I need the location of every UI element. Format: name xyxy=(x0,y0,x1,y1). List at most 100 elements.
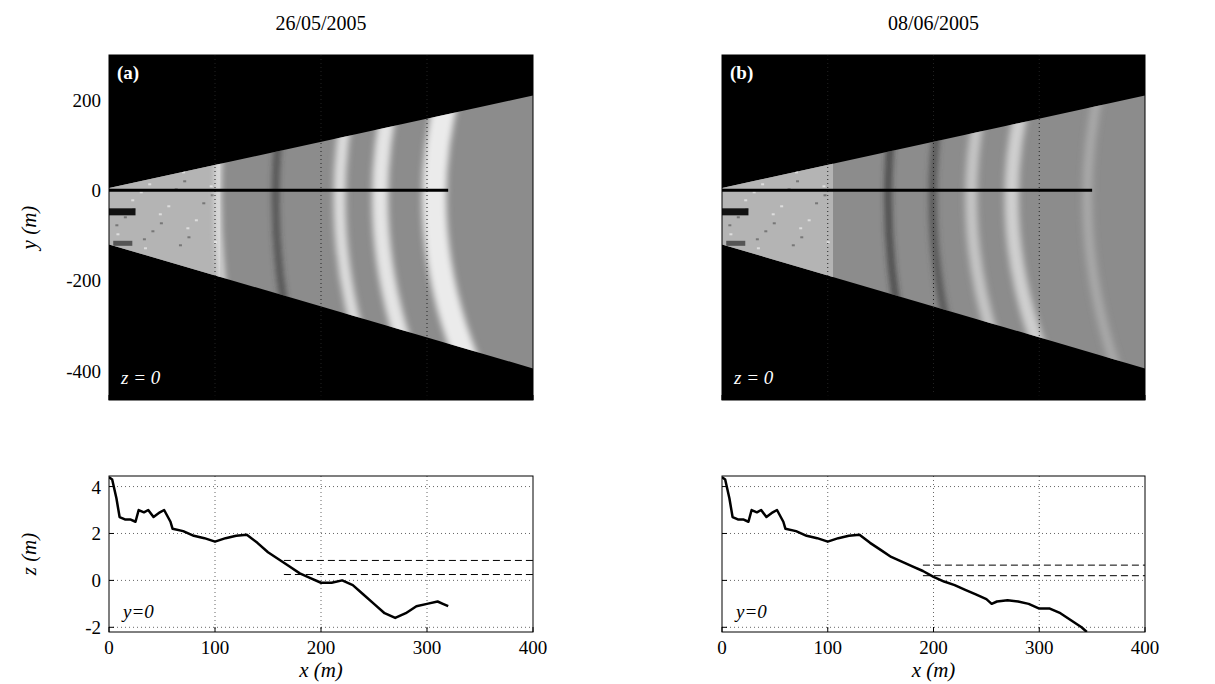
texture xyxy=(128,152,131,154)
y-tick xyxy=(722,100,727,101)
grid-line xyxy=(427,55,428,400)
texture xyxy=(756,238,759,240)
grid-line xyxy=(109,533,533,534)
texture xyxy=(116,233,119,235)
texture xyxy=(725,177,728,179)
x-tick xyxy=(722,395,723,400)
x-tick-label: 300 xyxy=(413,637,442,658)
x-tick-label: 200 xyxy=(307,637,336,658)
image-panel: -400-200020026/05/2005(a)z = 0y (m) xyxy=(17,12,533,400)
texture xyxy=(160,222,163,224)
texture xyxy=(795,171,798,173)
profile-line xyxy=(109,189,448,192)
texture xyxy=(147,174,150,176)
x-tick-label: 400 xyxy=(519,637,548,658)
texture xyxy=(761,183,764,185)
texture xyxy=(144,247,147,249)
texture xyxy=(733,160,736,162)
y-tick-label: 200 xyxy=(73,90,102,111)
wave-band xyxy=(933,73,967,398)
image-content xyxy=(109,55,533,400)
texture xyxy=(792,244,795,246)
wave-band xyxy=(1087,73,1126,398)
x-tick-label: 100 xyxy=(201,637,230,658)
y-tick xyxy=(109,580,114,581)
x-axis-title: x (m) xyxy=(298,658,343,682)
x-tick-label: 0 xyxy=(717,637,727,658)
profile-line xyxy=(109,477,448,618)
texture xyxy=(136,135,139,137)
annotation: z = 0 xyxy=(733,367,774,388)
texture xyxy=(170,132,173,134)
texture xyxy=(796,180,799,182)
texture xyxy=(783,132,786,134)
texture xyxy=(112,177,115,179)
x-tick xyxy=(533,395,534,400)
texture xyxy=(767,157,770,159)
texture xyxy=(729,233,732,235)
texture xyxy=(748,135,751,137)
texture xyxy=(143,238,146,240)
x-tick xyxy=(827,627,828,632)
annotation: y=0 xyxy=(121,601,154,622)
texture xyxy=(744,199,747,201)
water xyxy=(109,55,533,400)
texture xyxy=(210,185,213,187)
texture xyxy=(163,149,166,151)
plot-frame xyxy=(109,476,533,632)
texture xyxy=(741,152,744,154)
texture xyxy=(819,138,822,140)
x-tick xyxy=(215,395,216,400)
x-tick xyxy=(109,395,110,400)
x-tick xyxy=(827,395,828,400)
texture xyxy=(172,141,175,143)
grid-line xyxy=(321,55,322,400)
band-group xyxy=(218,73,483,398)
texture xyxy=(214,241,217,243)
texture xyxy=(186,227,189,229)
grid-line xyxy=(933,55,934,400)
texture xyxy=(182,171,185,173)
profile-line xyxy=(722,477,1087,632)
marker-block xyxy=(726,241,745,246)
wave-band xyxy=(434,73,483,398)
y-tick xyxy=(722,533,727,534)
texture xyxy=(808,219,811,221)
x-tick xyxy=(321,395,322,400)
texture xyxy=(764,230,767,232)
beach xyxy=(722,55,833,400)
texture xyxy=(827,241,830,243)
annotation: y=0 xyxy=(734,601,767,622)
series-group xyxy=(109,477,533,618)
panel-title: 26/05/2005 xyxy=(275,12,366,34)
texture xyxy=(784,141,787,143)
y-tick-label: -2 xyxy=(85,617,101,638)
grid-line xyxy=(427,476,428,632)
texture xyxy=(728,224,731,226)
texture xyxy=(207,138,210,140)
texture xyxy=(734,169,737,171)
x-tick-label: 0 xyxy=(104,637,114,658)
texture xyxy=(776,149,779,151)
dashed-line xyxy=(284,574,533,575)
texture xyxy=(198,146,201,148)
texture xyxy=(812,155,815,157)
x-tick-label: 300 xyxy=(1025,637,1054,658)
x-tick-label: 100 xyxy=(814,637,843,658)
profile-panel: 0100200300400y=0x (m) xyxy=(717,476,1159,682)
texture xyxy=(799,227,802,229)
grid-line xyxy=(1039,55,1040,400)
texture xyxy=(803,163,806,165)
texture xyxy=(151,230,154,232)
grid-line xyxy=(722,580,1145,581)
panel-title: 08/06/2005 xyxy=(888,12,979,34)
grid-line xyxy=(109,580,533,581)
texture xyxy=(195,219,198,221)
x-tick xyxy=(1145,395,1146,400)
texture xyxy=(183,180,186,182)
texture xyxy=(121,169,124,171)
y-tick xyxy=(109,533,114,534)
marker-block xyxy=(722,208,748,215)
water xyxy=(722,55,1145,400)
grid-line xyxy=(109,486,533,487)
